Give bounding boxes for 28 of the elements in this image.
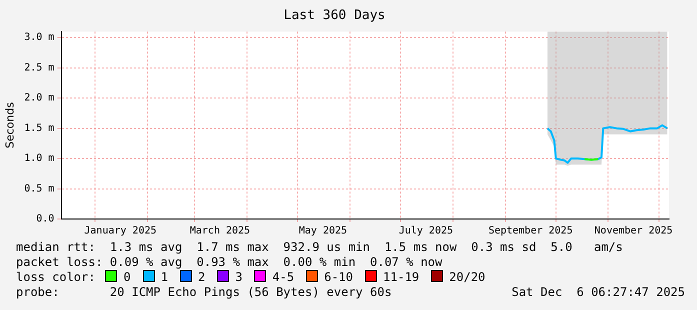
text: median rtt: 1.3 ms avg 1.7 ms max 932.9 us min 1.5 ms now 0.3 ms sd 5.0 am/s — [16, 240, 624, 255]
x-tick-label: July 2025 — [398, 226, 454, 237]
y-tick-label: 1.0 m — [24, 153, 54, 164]
y-tick-label: 2.0 m — [24, 92, 54, 104]
legend-label: 1 — [160, 270, 168, 284]
x-tick-label: November 2025 — [594, 226, 673, 237]
legend-label: 3 — [234, 270, 242, 284]
text: probe: 20 ICMP Echo Pings (56 Bytes) every 60s — [16, 285, 392, 300]
legend-label: 6-10 — [323, 270, 354, 284]
x-tick-label: September 2025 — [488, 226, 573, 237]
y-tick-label: 0.5 m — [24, 183, 54, 194]
legend-label: 11-19 — [382, 270, 420, 284]
text: Sat Dec 6 06:27:47 2025 — [512, 285, 685, 300]
y-tick-label: 3.0 m — [24, 32, 54, 44]
text: packet loss: 0.09 % avg 0.93 % max 0.00 % min 0.07 % now — [16, 255, 444, 270]
chart-title: Last 360 Days — [284, 8, 386, 24]
legend-label: 2 — [196, 270, 206, 284]
legend-label: 4-5 — [271, 270, 294, 284]
legend-label: 0 — [122, 270, 131, 284]
y-tick-label: 1.5 m — [24, 122, 54, 134]
x-tick-label: May 2025 — [298, 226, 348, 237]
x-tick-label: January 2025 — [84, 226, 157, 237]
text: loss color: — [16, 270, 96, 284]
legend-label: 20/20 — [448, 270, 486, 284]
y-tick-label: 2.5 m — [24, 62, 54, 74]
y-axis-title: Seconds — [3, 102, 16, 148]
x-tick-label: March 2025 — [190, 226, 250, 237]
y-tick-label: 0.0 — [36, 214, 54, 225]
